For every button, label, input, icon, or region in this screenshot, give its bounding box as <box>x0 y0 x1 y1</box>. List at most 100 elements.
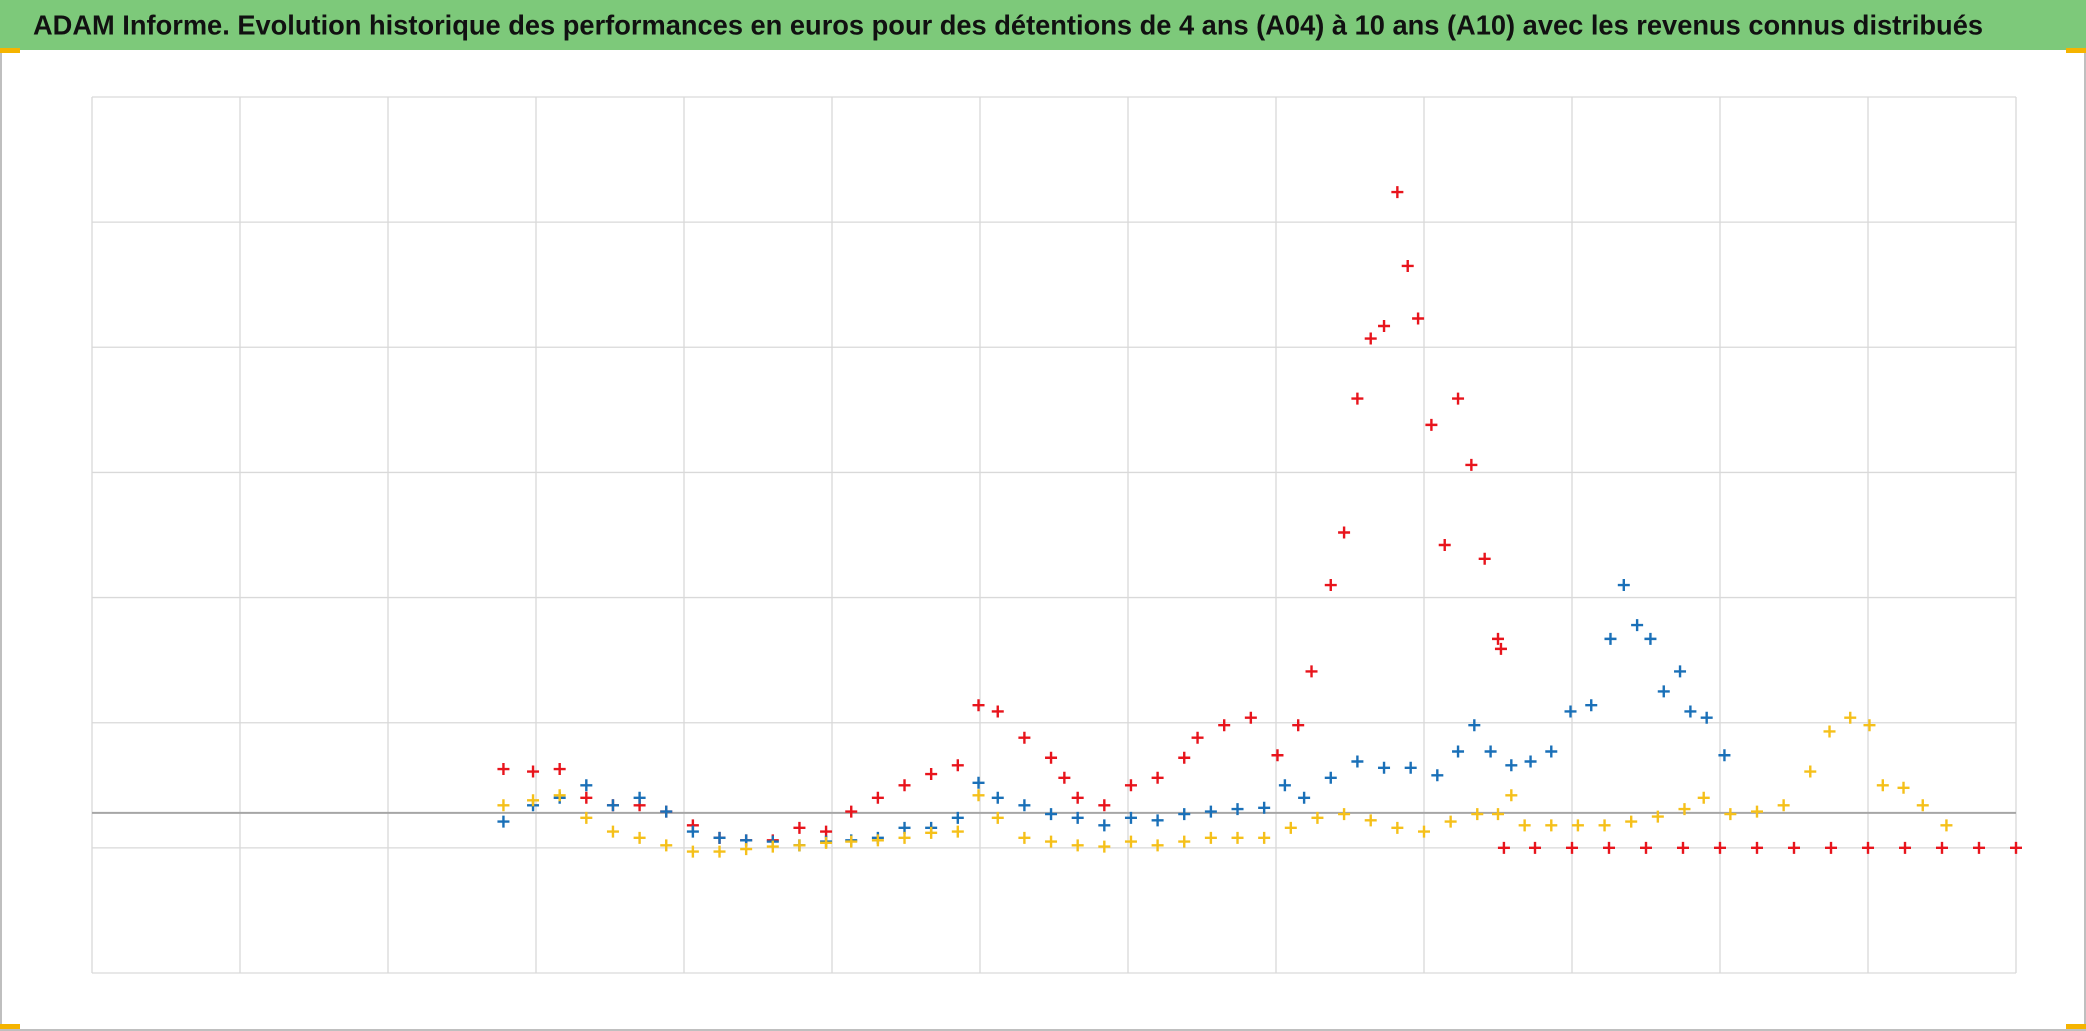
data-point <box>1677 841 1689 854</box>
data-point <box>1378 320 1391 333</box>
data-point <box>1431 769 1444 782</box>
data-point <box>1231 831 1244 844</box>
selection-handle <box>2066 1024 2086 1029</box>
plot-marks <box>497 186 2022 858</box>
data-point <box>1298 791 1311 804</box>
data-point <box>793 839 806 852</box>
data-point <box>1204 831 1217 844</box>
data-point <box>1697 791 1710 804</box>
data-point <box>1505 759 1518 772</box>
data-point <box>633 791 646 804</box>
data-point <box>1124 835 1137 848</box>
data-point <box>991 811 1004 824</box>
data-point <box>1204 805 1217 818</box>
data-point <box>951 825 964 838</box>
data-point <box>1098 840 1111 853</box>
data-point <box>1478 552 1491 565</box>
data-point <box>1751 841 1763 854</box>
data-point <box>497 799 510 812</box>
data-point <box>740 843 753 856</box>
data-point <box>1603 841 1615 854</box>
data-point <box>606 825 619 838</box>
data-point <box>1644 632 1657 645</box>
data-point <box>1564 705 1577 718</box>
data-point <box>1465 458 1478 471</box>
data-point <box>497 815 510 828</box>
data-point <box>1714 841 1726 854</box>
data-point <box>2010 841 2022 854</box>
data-point <box>1378 761 1391 774</box>
data-point <box>820 836 833 849</box>
data-point <box>1244 711 1257 724</box>
chart-title: ADAM Informe. Evolution historique des p… <box>33 9 1983 40</box>
data-point <box>1258 801 1271 814</box>
data-point <box>845 805 858 818</box>
data-point <box>1862 841 1874 854</box>
data-point <box>1640 841 1652 854</box>
data-point <box>1404 761 1417 774</box>
data-point <box>1684 705 1697 718</box>
data-point <box>972 776 985 789</box>
data-point <box>1292 719 1305 732</box>
data-point <box>1124 811 1137 824</box>
data-point <box>898 779 911 792</box>
data-point <box>686 845 699 858</box>
data-point <box>1045 808 1058 821</box>
data-point <box>497 763 510 776</box>
data-point <box>1271 749 1284 762</box>
data-point <box>1936 841 1948 854</box>
data-point <box>925 768 938 781</box>
data-point <box>553 763 566 776</box>
data-point <box>1258 831 1271 844</box>
data-point <box>1518 819 1531 832</box>
data-point <box>1018 799 1031 812</box>
data-point <box>1191 731 1204 744</box>
data-point <box>1151 814 1164 827</box>
data-point <box>1098 819 1111 832</box>
data-point <box>1444 815 1457 828</box>
data-point <box>1724 808 1737 821</box>
data-point <box>1284 821 1297 834</box>
data-point <box>660 805 673 818</box>
data-point <box>1844 711 1857 724</box>
data-point <box>1338 808 1351 821</box>
data-point <box>713 831 726 844</box>
data-point <box>1617 579 1630 592</box>
selection-handle <box>0 1024 20 1029</box>
data-point <box>1571 819 1584 832</box>
data-point <box>1045 751 1058 764</box>
data-point <box>1545 819 1558 832</box>
data-point <box>1058 771 1071 784</box>
data-point <box>1788 841 1800 854</box>
data-point <box>1351 392 1364 405</box>
data-point <box>1231 803 1244 816</box>
data-point <box>527 765 540 778</box>
data-point <box>1364 814 1377 827</box>
data-point <box>1218 719 1231 732</box>
data-point <box>1311 811 1324 824</box>
data-point <box>1452 745 1465 758</box>
data-point <box>1863 719 1876 732</box>
data-point <box>1494 642 1507 655</box>
data-point <box>1651 810 1664 823</box>
data-point <box>1151 839 1164 852</box>
data-point <box>1045 835 1058 848</box>
data-point <box>1178 751 1191 764</box>
data-point <box>1678 803 1691 816</box>
data-point <box>1751 805 1763 818</box>
data-point <box>1492 632 1504 645</box>
data-point <box>871 834 884 847</box>
data-point <box>1452 392 1465 405</box>
data-point <box>580 811 593 824</box>
data-point <box>553 789 566 802</box>
data-point <box>1973 841 1985 854</box>
data-point <box>580 779 593 792</box>
data-point <box>1657 685 1670 698</box>
data-point <box>1151 771 1164 784</box>
data-point <box>1897 781 1910 794</box>
data-point <box>972 789 985 802</box>
data-point <box>1876 779 1889 792</box>
data-point <box>1305 665 1318 678</box>
